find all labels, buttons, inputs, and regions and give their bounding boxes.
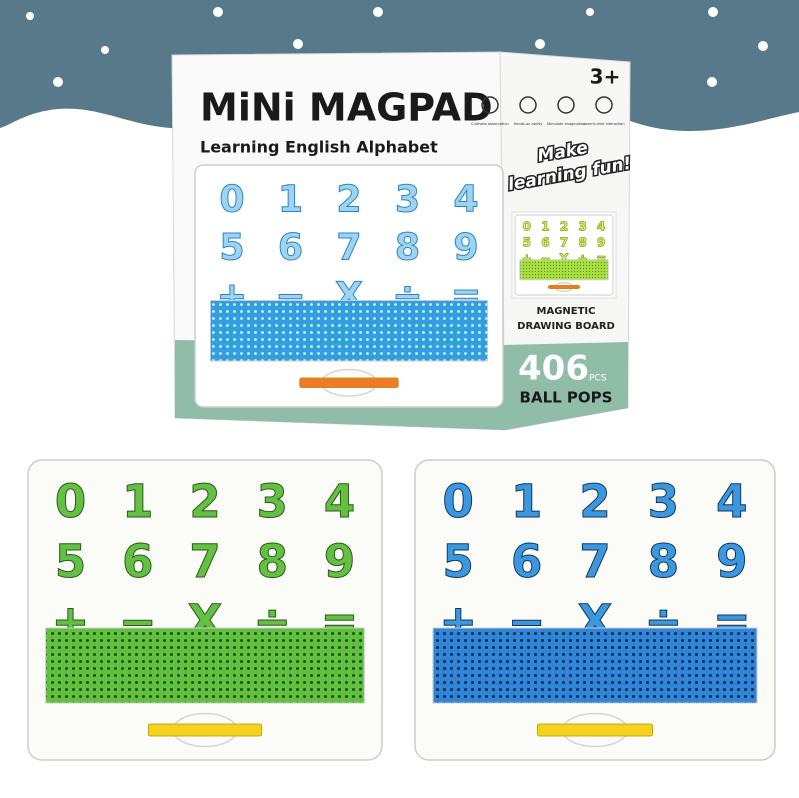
board-symbol: 6 <box>278 226 303 269</box>
magnetic-pen <box>147 723 263 737</box>
board-symbol: 3 <box>578 220 586 234</box>
board-symbol: 1 <box>511 475 542 528</box>
product-title: MiNi MAGPAD <box>200 86 493 130</box>
board-symbol: 0 <box>443 475 474 528</box>
board-symbol: 8 <box>395 226 420 269</box>
side-title: MAGNETIC <box>537 306 596 317</box>
magnetic-pen <box>547 284 581 289</box>
count-unit: PCS <box>589 374 607 384</box>
product-subtitle: Learning English Alphabet <box>200 138 438 157</box>
board-symbol: 5 <box>523 236 531 250</box>
snow-dots <box>26 7 768 87</box>
board-symbol: 9 <box>324 535 355 588</box>
board-symbol: 6 <box>541 236 549 250</box>
dot-pad <box>519 259 609 281</box>
feature-caption: Stimulate imagination <box>547 122 586 126</box>
board-symbol: 4 <box>597 220 605 234</box>
board-symbol: 0 <box>55 475 86 528</box>
magnetic-board: 0 1 2 3 4 5 6 7 8 9 + − X ÷ = <box>514 214 614 296</box>
board-symbol: 7 <box>189 535 220 588</box>
dot-pad <box>209 300 489 362</box>
board-symbol: 6 <box>511 535 542 588</box>
board-symbol: 3 <box>648 475 679 528</box>
count-number: 406 <box>518 349 589 389</box>
board-symbol: 2 <box>189 475 220 528</box>
dot-pad <box>432 627 758 704</box>
board-symbol: 2 <box>560 220 568 234</box>
board-symbol: + <box>522 252 532 266</box>
board-symbol: 9 <box>597 236 605 250</box>
board-symbol: 6 <box>122 535 153 588</box>
board-symbol: 7 <box>560 236 568 250</box>
board-symbol: 1 <box>278 177 303 220</box>
magnetic-pen <box>299 377 399 389</box>
feature-caption: Hands-on ability <box>514 122 543 126</box>
magnetic-board: 0 1 2 3 45 6 7 8 9+ − X ÷ = <box>414 459 776 761</box>
board-symbol: 1 <box>122 475 153 528</box>
board-symbol: 9 <box>453 226 478 269</box>
count-label: BALL POPS <box>520 389 613 407</box>
feature-caption: parent-child interaction <box>583 122 624 126</box>
board-symbol: 5 <box>443 535 474 588</box>
board-symbol: 2 <box>579 475 610 528</box>
feature-icon <box>519 96 537 114</box>
board-symbol: 4 <box>453 177 478 220</box>
board-symbol: 7 <box>579 535 610 588</box>
board-symbol: − <box>540 252 550 266</box>
feature-icons: Cultivate observation Hands-on ability Sti… <box>471 96 625 126</box>
board-symbol: = <box>596 252 606 266</box>
feature-icon <box>481 96 499 114</box>
magnetic-pen <box>537 723 654 737</box>
board-symbol: 9 <box>716 535 747 588</box>
side-title: DRAWING BOARD <box>517 321 615 332</box>
board-symbol: 8 <box>648 535 679 588</box>
board-symbol: 2 <box>336 177 361 220</box>
board-symbol: 1 <box>541 220 549 234</box>
board-symbol: ÷ <box>578 252 588 266</box>
age-label: 3+ <box>590 65 621 89</box>
board-symbol: 5 <box>55 535 86 588</box>
board-symbol: 3 <box>257 475 288 528</box>
board-symbol: 8 <box>257 535 288 588</box>
feature-icon <box>595 96 613 114</box>
dot-pad <box>45 627 365 704</box>
board-symbol: 0 <box>523 220 531 234</box>
board-symbol: 7 <box>336 226 361 269</box>
board-symbol: 4 <box>324 475 355 528</box>
board-symbol: 5 <box>219 226 244 269</box>
feature-caption: Cultivate observation <box>471 122 509 126</box>
board-symbol: 0 <box>219 177 244 220</box>
magnetic-board: 0 1 2 3 45 6 7 8 9+ − X ÷ = <box>194 164 504 408</box>
board-symbol: 8 <box>578 236 586 250</box>
board-symbol: X <box>559 252 569 266</box>
board-symbol: 4 <box>716 475 747 528</box>
magnetic-board: 0 1 2 3 45 6 7 8 9+ − X ÷ = <box>27 459 383 761</box>
board-symbol: 3 <box>395 177 420 220</box>
feature-icon <box>557 96 575 114</box>
